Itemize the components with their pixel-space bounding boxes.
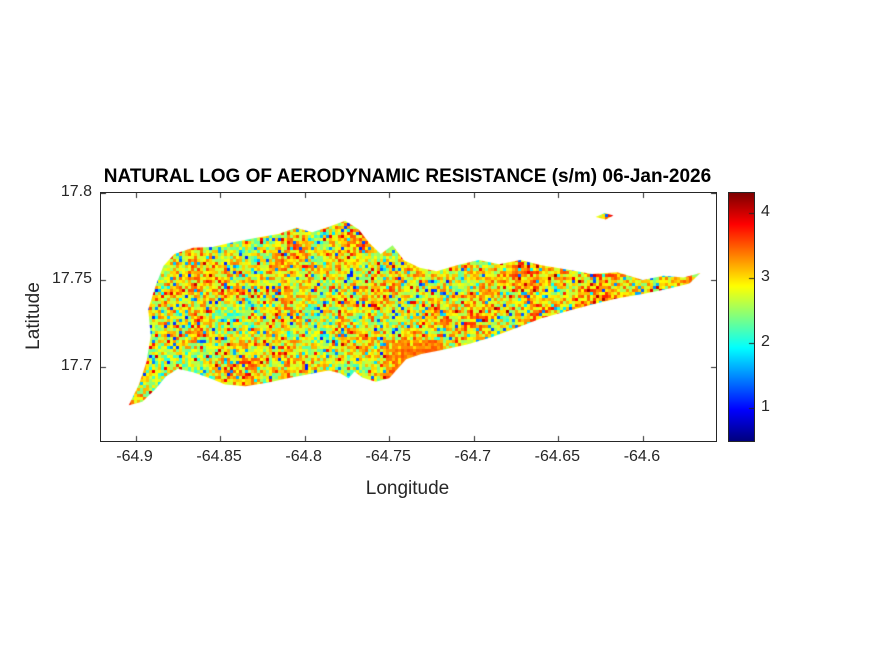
- x-tick-label: -64.85: [196, 448, 242, 465]
- x-tick-label: -64.75: [365, 448, 411, 465]
- x-tick-label: -64.7: [454, 448, 492, 465]
- colorbar-tick-label: 1: [761, 398, 770, 416]
- x-tick-label: -64.6: [623, 448, 661, 465]
- y-tick-label: 17.8: [60, 183, 92, 200]
- colorbar-tick-label: 3: [761, 267, 770, 285]
- colorbar: [728, 192, 755, 442]
- colorbar-canvas: [729, 193, 754, 441]
- colorbar-tick-label: 2: [761, 333, 770, 351]
- x-tick-label: -64.9: [116, 448, 153, 465]
- x-tick-label: -64.8: [285, 448, 322, 465]
- figure-title: NATURAL LOG OF AERODYNAMIC RESISTANCE (s…: [103, 166, 712, 187]
- plot-area: [100, 192, 717, 442]
- y-tick-label: 17.75: [51, 270, 92, 288]
- x-axis-label: Longitude: [365, 478, 450, 499]
- island-heatmap-canvas: [101, 193, 716, 441]
- y-tick-label: 17.7: [60, 357, 92, 375]
- colorbar-tick-label: 4: [761, 202, 770, 220]
- x-tick-label: -64.65: [534, 448, 581, 465]
